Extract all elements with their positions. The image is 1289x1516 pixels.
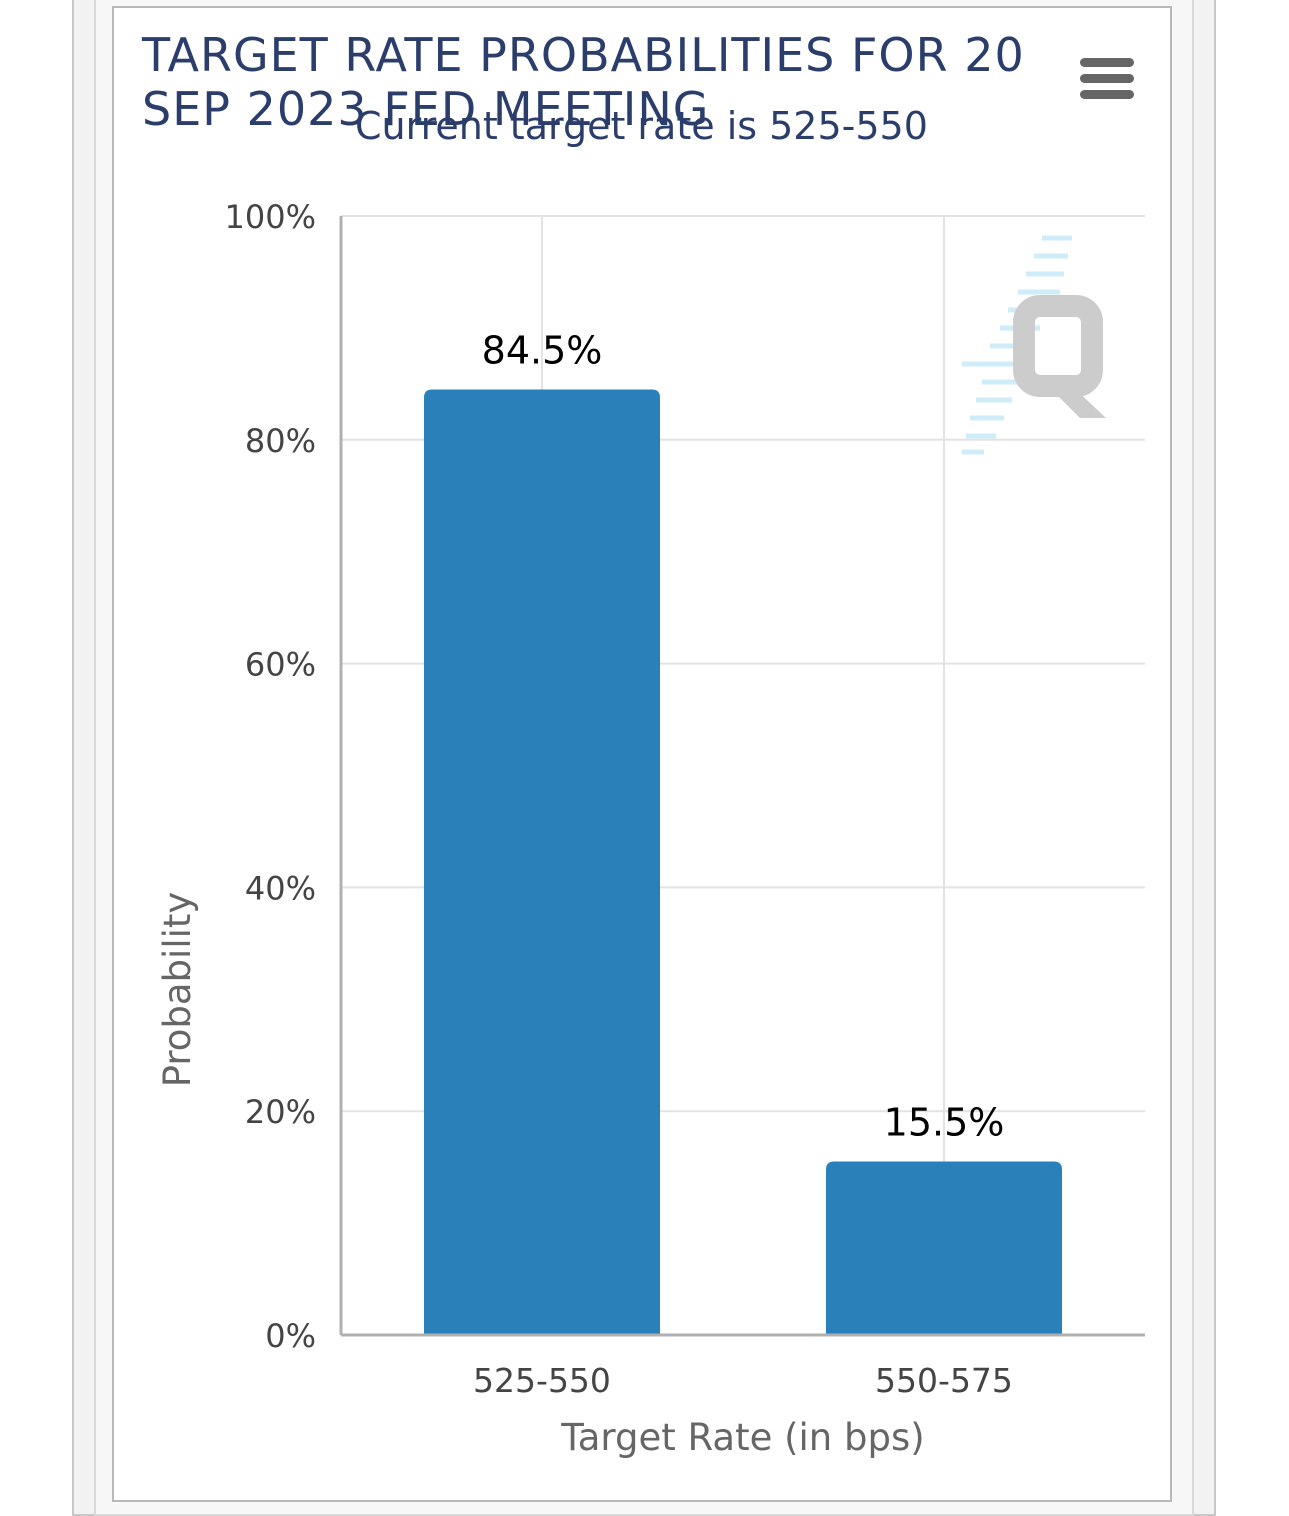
data-label: 15.5%: [884, 1101, 1005, 1145]
chart-title: TARGET RATE PROBABILITIES FOR 20 SEP 202…: [142, 28, 1025, 136]
y-axis-title: Probability: [156, 892, 199, 1088]
x-tick-label: 550-575: [875, 1361, 1013, 1400]
data-label: 84.5%: [482, 328, 603, 372]
y-tick-label: 0%: [265, 1317, 316, 1355]
y-tick-label: 20%: [245, 1093, 316, 1131]
y-tick-label: 60%: [245, 646, 316, 684]
y-tick-label: 40%: [245, 869, 316, 907]
x-axis-title: Target Rate (in bps): [560, 1416, 924, 1459]
bar-550-575[interactable]: [826, 1161, 1062, 1335]
bar-525-550[interactable]: [424, 389, 660, 1335]
y-tick-label: 80%: [245, 422, 316, 460]
hamburger-menu-icon[interactable]: [1080, 56, 1134, 102]
y-tick-label: 100%: [225, 198, 316, 236]
chart-subtitle: Current target rate is 525-550: [355, 104, 928, 148]
x-tick-label: 525-550: [473, 1361, 611, 1400]
q-logo-icon: [962, 235, 1106, 455]
